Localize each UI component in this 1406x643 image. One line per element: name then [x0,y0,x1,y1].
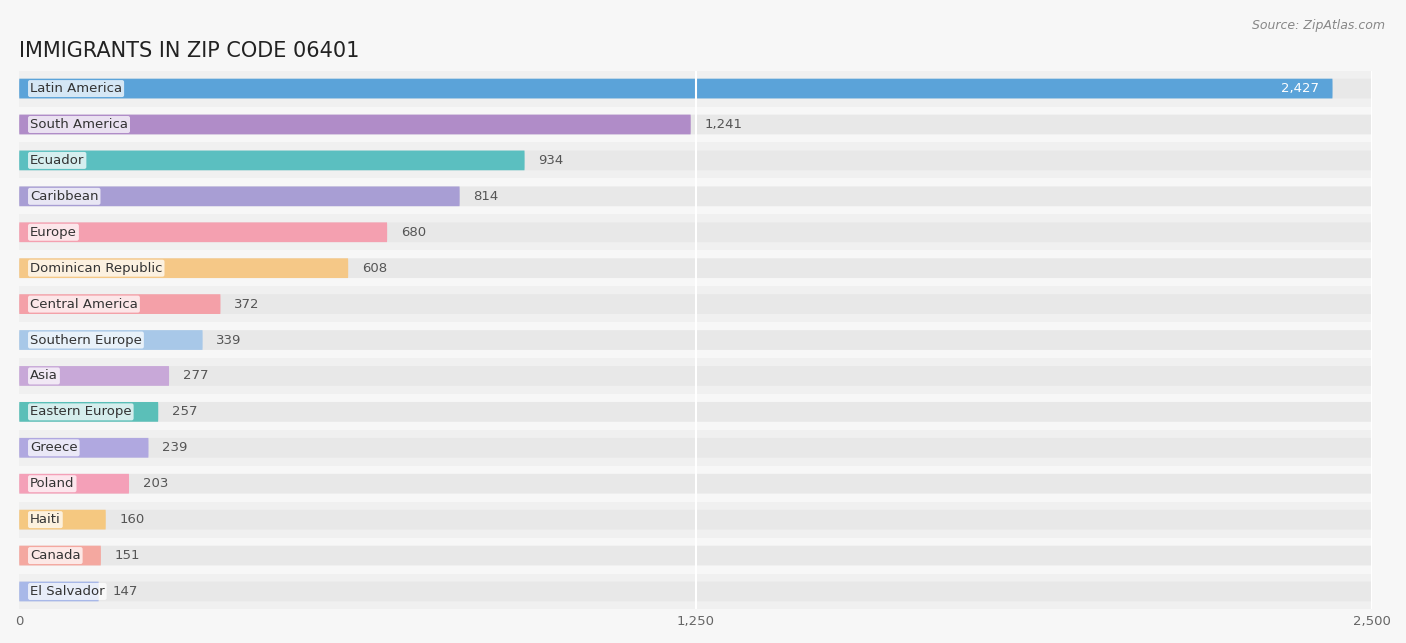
Text: Greece: Greece [30,441,77,455]
FancyBboxPatch shape [20,186,1372,206]
FancyBboxPatch shape [20,366,1372,386]
Text: 814: 814 [474,190,499,203]
FancyBboxPatch shape [20,402,159,422]
Text: 934: 934 [538,154,564,167]
FancyBboxPatch shape [20,294,1372,314]
FancyBboxPatch shape [20,402,1372,422]
Text: Eastern Europe: Eastern Europe [30,405,132,419]
FancyBboxPatch shape [20,538,1372,574]
FancyBboxPatch shape [20,430,1372,466]
FancyBboxPatch shape [20,330,1372,350]
Text: Europe: Europe [30,226,77,239]
FancyBboxPatch shape [20,286,1372,322]
FancyBboxPatch shape [20,546,101,565]
Text: 1,241: 1,241 [704,118,742,131]
FancyBboxPatch shape [20,178,1372,214]
FancyBboxPatch shape [20,258,1372,278]
FancyBboxPatch shape [20,466,1372,502]
Text: Canada: Canada [30,549,80,562]
Text: 147: 147 [112,585,138,598]
FancyBboxPatch shape [20,574,1372,610]
Text: 239: 239 [162,441,187,455]
FancyBboxPatch shape [20,78,1372,98]
Text: 160: 160 [120,513,145,526]
Text: 680: 680 [401,226,426,239]
Text: Source: ZipAtlas.com: Source: ZipAtlas.com [1251,19,1385,32]
Text: 2,427: 2,427 [1281,82,1319,95]
Text: Central America: Central America [30,298,138,311]
FancyBboxPatch shape [20,330,202,350]
FancyBboxPatch shape [20,322,1372,358]
FancyBboxPatch shape [20,114,690,134]
FancyBboxPatch shape [20,222,1372,242]
FancyBboxPatch shape [20,107,1372,143]
FancyBboxPatch shape [20,214,1372,250]
Text: Poland: Poland [30,477,75,490]
Text: El Salvador: El Salvador [30,585,104,598]
FancyBboxPatch shape [20,438,1372,458]
Text: Asia: Asia [30,370,58,383]
Text: 257: 257 [172,405,197,419]
FancyBboxPatch shape [20,250,1372,286]
FancyBboxPatch shape [20,438,149,458]
FancyBboxPatch shape [20,546,1372,565]
FancyBboxPatch shape [20,258,349,278]
FancyBboxPatch shape [20,510,1372,530]
Text: 277: 277 [183,370,208,383]
FancyBboxPatch shape [20,474,129,494]
FancyBboxPatch shape [20,150,524,170]
FancyBboxPatch shape [20,78,1333,98]
Text: 203: 203 [142,477,167,490]
Text: 339: 339 [217,334,242,347]
Text: Haiti: Haiti [30,513,60,526]
Text: South America: South America [30,118,128,131]
FancyBboxPatch shape [20,71,1372,107]
FancyBboxPatch shape [20,582,98,601]
FancyBboxPatch shape [20,474,1372,494]
Text: IMMIGRANTS IN ZIP CODE 06401: IMMIGRANTS IN ZIP CODE 06401 [20,41,360,60]
FancyBboxPatch shape [20,294,221,314]
FancyBboxPatch shape [20,394,1372,430]
Text: Southern Europe: Southern Europe [30,334,142,347]
FancyBboxPatch shape [20,358,1372,394]
Text: 608: 608 [361,262,387,275]
FancyBboxPatch shape [20,582,1372,601]
Text: Ecuador: Ecuador [30,154,84,167]
FancyBboxPatch shape [20,222,387,242]
FancyBboxPatch shape [20,510,105,530]
FancyBboxPatch shape [20,502,1372,538]
FancyBboxPatch shape [20,114,1372,134]
FancyBboxPatch shape [20,150,1372,170]
FancyBboxPatch shape [20,186,460,206]
Text: 151: 151 [114,549,141,562]
Text: 372: 372 [233,298,260,311]
FancyBboxPatch shape [20,143,1372,178]
Text: Caribbean: Caribbean [30,190,98,203]
FancyBboxPatch shape [20,366,169,386]
Text: Dominican Republic: Dominican Republic [30,262,163,275]
Text: Latin America: Latin America [30,82,122,95]
